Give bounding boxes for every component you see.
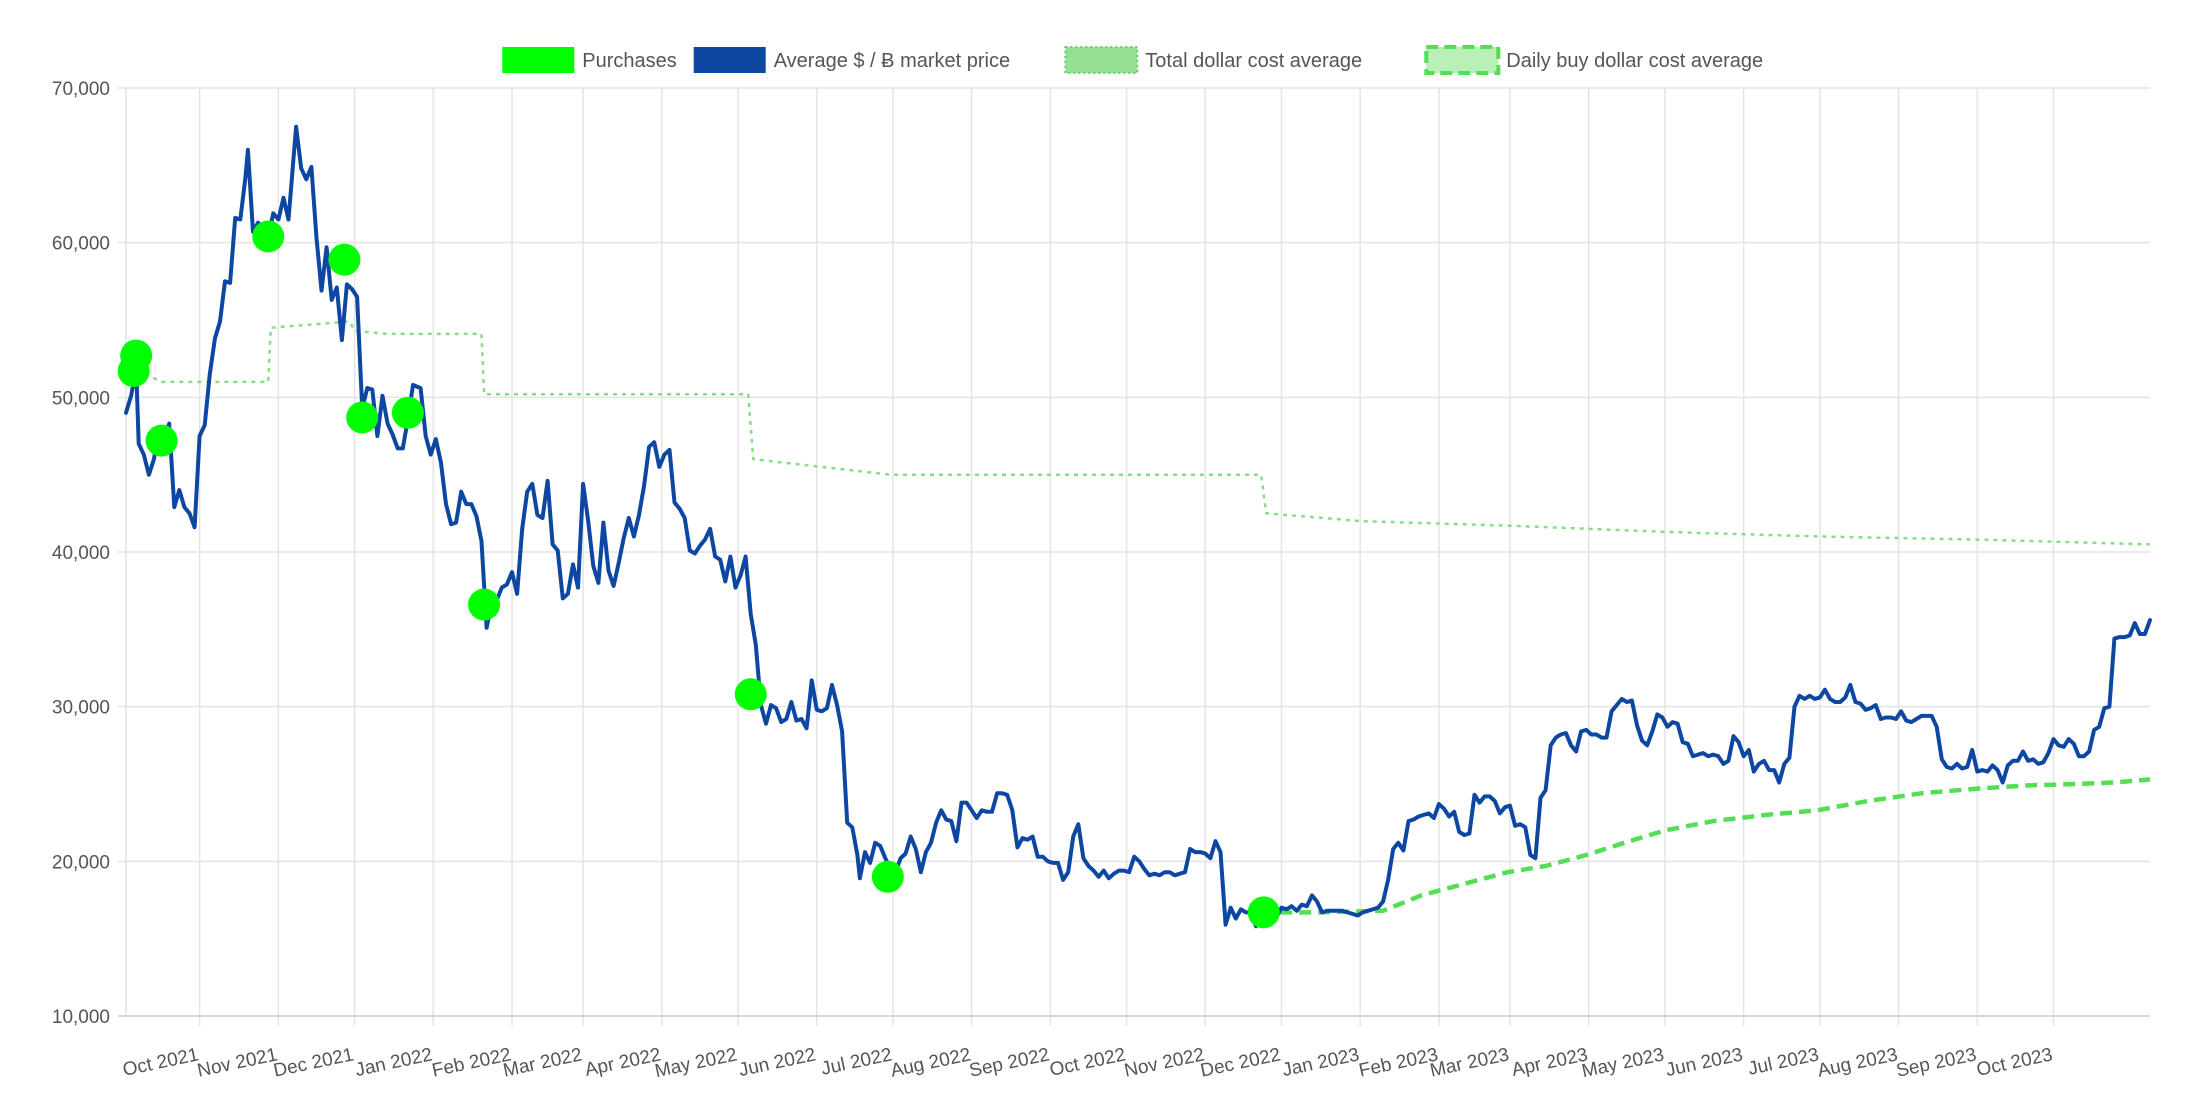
purchase-markers: [117, 220, 1280, 929]
y-tick-label: 30,000: [52, 698, 110, 719]
purchase-point: [871, 860, 904, 893]
axes: 10,000 20,000 30,000 40,000 50,000 60,000 70,0…: [52, 79, 2055, 1082]
y-tick-label: 40,000: [52, 543, 110, 564]
purchase-point: [391, 396, 424, 429]
grid: [118, 87, 2150, 1026]
x-tick-label: May 2023: [1580, 1044, 1666, 1082]
x-tick-label: Jul 2022: [819, 1044, 894, 1079]
series-line-total-dollar-cost-average: [130, 320, 2151, 546]
y-tick-label: 60,000: [52, 234, 110, 255]
purchase-point: [734, 678, 767, 711]
x-tick-label: Jan 2022: [353, 1044, 434, 1081]
legend-label: Purchases: [582, 50, 677, 72]
x-tick-label: Jun 2022: [737, 1044, 818, 1081]
x-tick-label: Apr 2023: [1510, 1044, 1590, 1081]
legend-swatch: [1424, 45, 1501, 75]
legend[interactable]: Purchases Average $ / Ƀ market price Total…: [502, 45, 1763, 75]
x-tick-label: Jul 2023: [1746, 1044, 1821, 1079]
purchase-point: [346, 401, 379, 434]
x-tick-label: Nov 2021: [195, 1044, 279, 1081]
x-tick-label: Aug 2022: [889, 1044, 973, 1081]
y-tick-label: 70,000: [52, 79, 110, 100]
x-tick-label: Sep 2023: [1894, 1044, 1978, 1081]
purchase-point: [252, 220, 285, 253]
legend-item-daily-buy-dollar-cost-average[interactable]: Daily buy dollar cost average: [1424, 45, 1763, 75]
x-tick-label: Apr 2022: [583, 1044, 663, 1081]
y-tick-label: 50,000: [52, 388, 110, 409]
series-line-daily-buy-dollar-cost-average: [1261, 777, 2151, 915]
x-tick-label: Nov 2022: [1122, 1044, 1206, 1081]
x-tick-label: Oct 2022: [1048, 1044, 1128, 1081]
x-tick-label: Dec 2022: [1199, 1044, 1283, 1081]
legend-swatch: [502, 47, 575, 73]
legend-label: Average $ / Ƀ market price: [774, 50, 1010, 72]
x-tick-label: Feb 2022: [430, 1044, 513, 1081]
x-tick-label: Oct 2021: [121, 1044, 201, 1081]
x-tick-label: Aug 2023: [1816, 1044, 1900, 1081]
series-line-average-market-price: [124, 124, 2152, 929]
purchase-point: [1247, 896, 1280, 929]
purchase-point: [145, 424, 178, 457]
y-tick-label: 10,000: [52, 1007, 110, 1028]
legend-label: Daily buy dollar cost average: [1506, 50, 1763, 72]
purchase-point: [468, 588, 501, 621]
x-tick-label: Mar 2022: [501, 1044, 584, 1081]
y-tick-label: 20,000: [52, 852, 110, 873]
purchase-point: [328, 243, 361, 276]
x-tick-label: Jan 2023: [1280, 1044, 1361, 1081]
x-tick-label: Jun 2023: [1664, 1044, 1745, 1081]
legend-swatch: [1064, 46, 1139, 74]
legend-item-total-dollar-cost-average[interactable]: Total dollar cost average: [1064, 46, 1362, 74]
x-tick-label: Dec 2021: [272, 1044, 356, 1081]
legend-label: Total dollar cost average: [1145, 50, 1362, 72]
x-tick-label: Sep 2022: [967, 1044, 1051, 1081]
legend-item-average-market-price[interactable]: Average $ / Ƀ market price: [693, 47, 1010, 73]
legend-swatch: [693, 47, 766, 73]
purchase-point: [120, 339, 153, 372]
x-tick-label: May 2022: [653, 1044, 739, 1082]
series: [124, 124, 2152, 929]
x-tick-label: Feb 2023: [1357, 1044, 1440, 1081]
legend-item-purchases[interactable]: Purchases: [502, 47, 677, 73]
x-tick-label: Oct 2023: [1975, 1044, 2055, 1081]
x-tick-label: Mar 2023: [1428, 1044, 1511, 1081]
